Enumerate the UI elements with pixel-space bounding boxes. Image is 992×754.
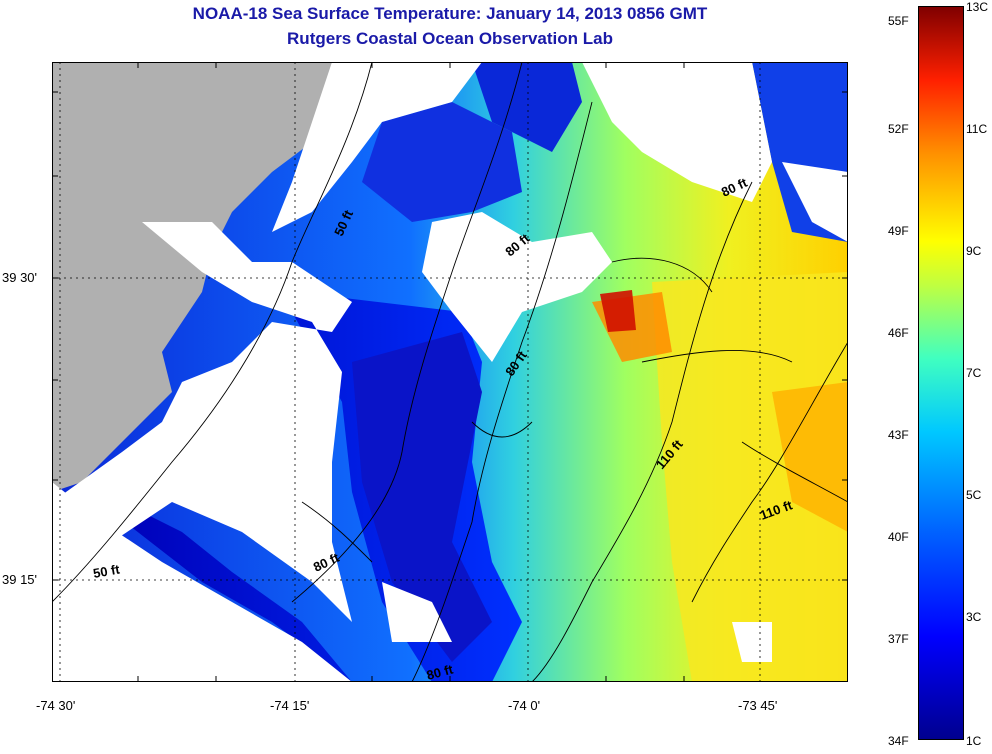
colorbar-f-label: 40F	[888, 530, 909, 544]
contour-label: 80 ft	[425, 661, 455, 682]
warm-water-region	[652, 272, 848, 682]
colorbar-c-label: 13C	[966, 0, 989, 14]
cold-water-region	[472, 62, 582, 152]
axis-ticks	[52, 62, 848, 682]
cloud-mask	[582, 62, 772, 202]
colorbar-c-label: 1C	[966, 734, 982, 748]
colorbar-f-label: 43F	[888, 428, 909, 442]
x-tick-label: -74 0'	[508, 698, 541, 713]
bathymetry-contours	[52, 62, 848, 682]
colorbar-f-label: 55F	[888, 14, 909, 28]
colorbar-f-label: 52F	[888, 122, 909, 136]
colorbar-c-label: 11C	[966, 122, 988, 136]
colorbar-f-label: 46F	[888, 326, 909, 340]
sst-map: 50 ft 80 ft 80 ft 80 ft 110 ft 110 ft 50…	[52, 62, 848, 682]
cloud-mask	[782, 162, 848, 242]
cloud-mask	[382, 582, 452, 642]
contour-label: 50 ft	[92, 561, 122, 581]
warm-water-patch	[772, 382, 848, 532]
cold-water-region	[362, 102, 522, 222]
colorbar-c-label: 3C	[966, 610, 982, 624]
y-tick-label: 39 15'	[2, 572, 38, 587]
cloud-mask	[52, 482, 352, 682]
x-tick-label: -74 15'	[270, 698, 310, 713]
x-tick-label: -74 30'	[36, 698, 76, 713]
land-new-jersey	[52, 62, 412, 492]
cold-water-region	[352, 332, 492, 662]
x-tick-label: -73 45'	[738, 698, 778, 713]
y-tick-label: 39 30'	[2, 270, 38, 285]
colorbar-f-label: 34F	[888, 734, 909, 748]
map-subtitle: Rutgers Coastal Ocean Observation Lab	[287, 29, 613, 48]
colorbar-c-label: 9C	[966, 244, 982, 258]
colorbar-f-label: 49F	[888, 224, 909, 238]
cloud-mask	[732, 622, 772, 662]
warm-water-patch	[600, 290, 636, 332]
cloud-mask	[52, 222, 352, 622]
cloud-mask	[422, 212, 612, 362]
graticule	[52, 62, 848, 682]
colorbar-c-label: 7C	[966, 366, 982, 380]
map-title: NOAA-18 Sea Surface Temperature: January…	[192, 4, 708, 23]
colorbar-f-label: 37F	[888, 632, 909, 646]
temperature-colorbar	[918, 6, 964, 740]
colorbar-c-label: 5C	[966, 488, 982, 502]
